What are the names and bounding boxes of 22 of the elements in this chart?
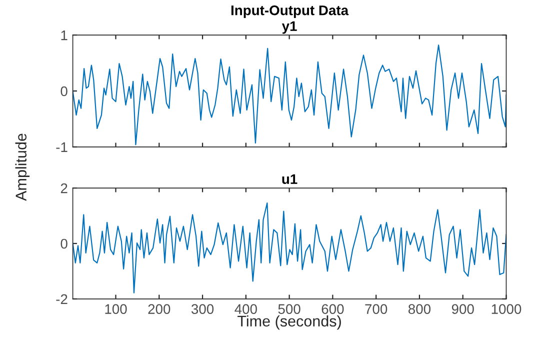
x-tick-label: 100 [105, 304, 127, 314]
x-tick-label: 600 [322, 304, 344, 314]
y-tick-label: 2 [60, 183, 68, 194]
x-tick-label: 800 [408, 304, 431, 314]
y-axis-title: Amplitude [15, 134, 30, 201]
x-tick-label: 200 [148, 304, 170, 314]
y-tick-label: 0 [60, 86, 68, 96]
x-tick-label: 700 [365, 304, 388, 314]
x-tick-label: 400 [234, 304, 257, 314]
chart-title: u1 [282, 174, 298, 184]
y-tick-label: -1 [56, 142, 68, 152]
x-tick-label: 900 [452, 304, 474, 314]
line-series [72, 202, 506, 294]
y-tick-label: 1 [61, 30, 68, 40]
x-tick-label: 500 [278, 304, 300, 314]
chart-subtitle: y1 [282, 21, 297, 34]
x-axis-title: Time (seconds) [238, 315, 341, 330]
chart-title: Input-Output Data [231, 5, 349, 18]
y-tick-label: 0 [60, 238, 68, 249]
x-tick-label: 300 [191, 304, 214, 314]
y-tick-label: -2 [56, 294, 68, 304]
x-tick-label: 1000 [492, 304, 522, 314]
